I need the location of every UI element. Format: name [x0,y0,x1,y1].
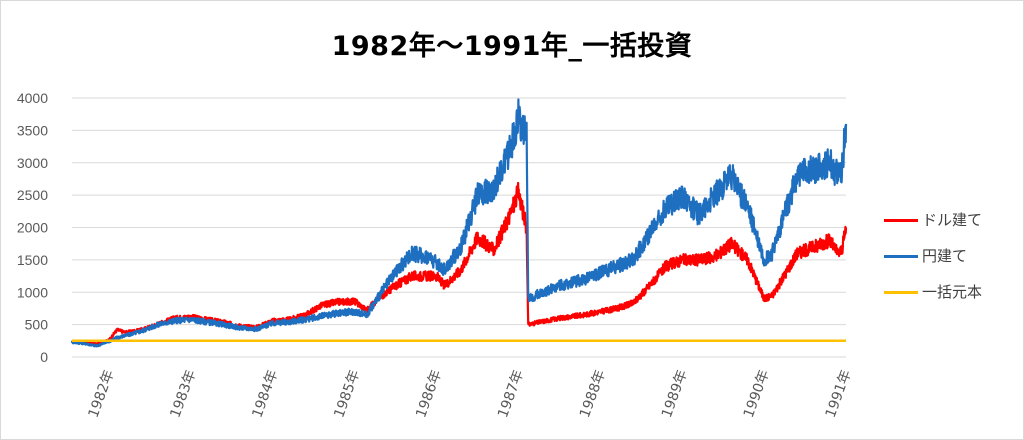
x-tick-label-1983: 1983年 [168,368,200,420]
legend-swatch-dollar [884,219,918,222]
y-axis-ticks: 0 500 1000 1500 2000 2500 3000 3500 4000 [17,90,48,365]
y-tick-label-0: 0 [40,349,48,365]
series-lines [70,98,848,348]
x-tick-label-1988: 1988年 [577,368,609,420]
y-tick-label-500: 500 [25,317,49,333]
legend-swatch-yen [884,255,918,258]
legend-label-principal: 一括元本 [922,283,983,301]
x-tick-label-1987: 1987年 [495,368,527,420]
legend-swatch-principal [884,291,918,294]
series-line-yen [70,98,848,348]
y-tick-label-4000: 4000 [17,90,48,106]
x-tick-label-1991: 1991年 [823,368,855,420]
y-tick-label-2500: 2500 [17,187,48,203]
y-tick-label-3000: 3000 [17,155,48,171]
x-tick-label-1986: 1986年 [413,368,445,420]
y-tick-label-3500: 3500 [17,122,48,138]
x-tick-label-1989: 1989年 [659,368,691,420]
x-tick-label-1990: 1990年 [741,368,773,420]
x-axis-ticks: 1982年 1983年 1984年 1985年 1986年 1987年 1988年 1989年… [86,368,855,420]
x-tick-label-1984: 1984年 [249,368,281,420]
y-tick-label-1500: 1500 [17,252,48,268]
legend-label-yen: 円建て [922,247,968,265]
x-tick-label-1982: 1982年 [86,368,118,420]
legend-label-dollar: ドル建て [922,211,983,229]
chart-title: 1982年～1991年_一括投資 [331,31,693,62]
x-tick-label-1985: 1985年 [331,368,363,420]
y-tick-label-2000: 2000 [17,220,48,236]
y-tick-label-1000: 1000 [17,284,48,300]
